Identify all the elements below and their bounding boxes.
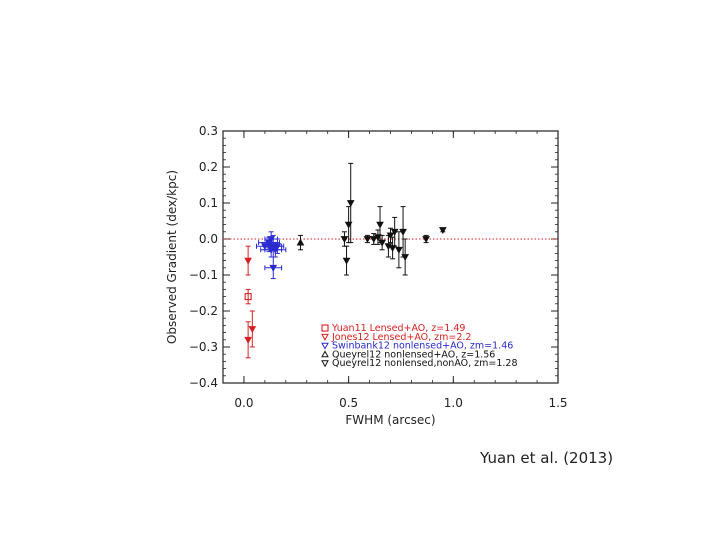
y-tick-label: 0.1 <box>199 196 218 210</box>
data-point-series-4 <box>376 221 384 229</box>
legend-marker <box>321 324 329 332</box>
data-point-series-4 <box>374 234 382 242</box>
y-tick-label: −0.3 <box>189 340 218 354</box>
legend-label: Queyrel12 nonlensed,nonAO, zm=1.28 <box>332 358 518 369</box>
x-tick-label: 1.0 <box>444 396 463 410</box>
y-tick-label: −0.1 <box>189 268 218 282</box>
x-tick-label: 0.5 <box>339 396 358 410</box>
data-point-series-4 <box>390 228 399 236</box>
y-tick-label: 0.3 <box>199 124 218 138</box>
data-marks <box>223 162 558 359</box>
data-point-series-4 <box>386 232 395 240</box>
data-point-series-3 <box>296 238 305 246</box>
data-point-series-4 <box>399 228 407 236</box>
data-point-series-0 <box>244 293 252 301</box>
data-point-series-4 <box>340 236 349 244</box>
data-point-series-4 <box>344 221 353 229</box>
x-tick-label: 1.5 <box>548 396 567 410</box>
data-point-series-2 <box>273 243 282 251</box>
axes: 0.3 0.2 0.1 0.0 −0.1 −0.2 −0.3 −0.4 0.0 0.5 1.0 1.5… <box>165 124 568 427</box>
data-point-series-4 <box>346 200 355 208</box>
legend-label: Swinbank12 nonlensed+AO, zm=1.46 <box>332 341 513 352</box>
data-point-series-4 <box>378 239 386 247</box>
data-point-series-2 <box>265 241 273 249</box>
legend-marker <box>321 350 329 358</box>
data-point-series-4 <box>369 236 378 244</box>
y-axis-label: Observed Gradient (dex/kpc) <box>165 170 179 344</box>
data-point-series-2 <box>267 236 276 244</box>
y-tick-label: −0.2 <box>189 304 218 318</box>
legend-label: Jones12 Lensed+AO, zm=2.2 <box>331 332 471 343</box>
data-point-series-4 <box>395 246 403 254</box>
data-point-series-4 <box>401 254 410 262</box>
x-axis-label: FWHM (arcsec) <box>345 413 435 427</box>
y-tick-label: 0.0 <box>199 232 218 246</box>
data-point-series-1 <box>248 326 257 334</box>
legend-marker <box>321 333 329 341</box>
data-point-series-4 <box>363 236 372 244</box>
x-tick-label: 0.0 <box>234 396 253 410</box>
legend-label: Yuan11 Lensed+AO, z=1.49 <box>331 323 465 334</box>
data-point-series-4 <box>342 257 351 265</box>
data-point-series-4 <box>388 245 397 253</box>
y-tick-label: 0.2 <box>199 160 218 174</box>
data-point-series-1 <box>244 336 252 344</box>
data-point-series-1 <box>244 257 252 265</box>
y-tick-label: −0.4 <box>189 376 218 390</box>
citation-caption: Yuan et al. (2013) <box>480 449 614 467</box>
legend-label: Queyrel12 nonlensed+AO, z=1.56 <box>332 349 495 360</box>
data-point-series-2 <box>269 264 278 272</box>
data-point-series-4 <box>438 227 447 235</box>
legend-marker <box>321 360 329 368</box>
data-point-series-4 <box>422 236 430 244</box>
legend-marker <box>321 342 329 350</box>
